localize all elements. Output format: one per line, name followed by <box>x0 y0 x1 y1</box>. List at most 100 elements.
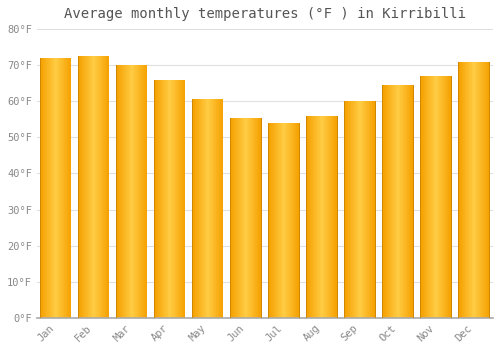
Bar <box>480 62 481 318</box>
Bar <box>56 58 58 318</box>
Bar <box>103 56 104 318</box>
Bar <box>79 56 80 318</box>
Bar <box>322 116 324 318</box>
Bar <box>60 58 62 318</box>
Bar <box>337 116 338 318</box>
Bar <box>131 65 132 318</box>
Bar <box>163 79 164 318</box>
Bar <box>128 65 130 318</box>
Bar <box>294 123 295 318</box>
Bar <box>127 65 128 318</box>
Bar <box>413 85 414 318</box>
Bar <box>429 76 430 318</box>
Bar <box>83 56 84 318</box>
Bar <box>181 79 182 318</box>
Bar <box>210 99 211 318</box>
Bar <box>58 58 59 318</box>
Bar <box>274 123 276 318</box>
Bar <box>421 76 422 318</box>
Bar <box>409 85 410 318</box>
Bar <box>239 118 240 318</box>
Bar <box>64 58 65 318</box>
Bar <box>98 56 100 318</box>
Bar <box>310 116 311 318</box>
Bar <box>52 58 54 318</box>
Bar <box>485 62 486 318</box>
Bar <box>329 116 330 318</box>
Bar <box>464 62 466 318</box>
Bar <box>466 62 467 318</box>
Bar <box>109 56 110 318</box>
Bar <box>154 79 155 318</box>
Bar <box>382 85 383 318</box>
Bar <box>252 118 253 318</box>
Bar <box>401 85 402 318</box>
Bar <box>444 76 446 318</box>
Bar <box>422 76 423 318</box>
Bar <box>291 123 292 318</box>
Bar <box>386 85 387 318</box>
Bar <box>269 123 270 318</box>
Bar <box>388 85 390 318</box>
Bar <box>55 58 56 318</box>
Bar <box>353 101 354 318</box>
Bar <box>360 101 361 318</box>
Bar <box>159 79 160 318</box>
Bar <box>196 99 197 318</box>
Bar <box>442 76 443 318</box>
Bar <box>147 65 148 318</box>
Bar <box>458 62 459 318</box>
Bar <box>101 56 102 318</box>
Bar <box>146 65 148 318</box>
Bar <box>200 99 201 318</box>
Bar <box>344 101 345 318</box>
Bar <box>312 116 314 318</box>
Bar <box>54 58 55 318</box>
Bar <box>174 79 176 318</box>
Bar <box>423 76 424 318</box>
Bar <box>467 62 468 318</box>
Bar <box>470 62 471 318</box>
Bar <box>261 118 262 318</box>
Bar <box>428 76 429 318</box>
Bar <box>290 123 291 318</box>
Bar <box>406 85 408 318</box>
Bar <box>446 76 447 318</box>
Bar <box>400 85 401 318</box>
Bar <box>162 79 163 318</box>
Bar <box>183 79 184 318</box>
Bar <box>216 99 218 318</box>
Bar <box>87 56 88 318</box>
Bar <box>84 56 86 318</box>
Bar <box>116 65 117 318</box>
Bar <box>308 116 310 318</box>
Bar <box>288 123 290 318</box>
Bar <box>420 76 421 318</box>
Bar <box>357 101 358 318</box>
Bar <box>387 85 388 318</box>
Bar <box>207 99 208 318</box>
Bar <box>373 101 374 318</box>
Bar <box>336 116 337 318</box>
Bar <box>168 79 169 318</box>
Bar <box>254 118 256 318</box>
Bar <box>125 65 126 318</box>
Bar <box>40 58 41 318</box>
Bar <box>212 99 214 318</box>
Bar <box>41 58 42 318</box>
Bar <box>155 79 156 318</box>
Bar <box>332 116 333 318</box>
Bar <box>48 58 49 318</box>
Bar <box>344 101 345 318</box>
Bar <box>348 101 349 318</box>
Bar <box>475 62 476 318</box>
Bar <box>62 58 63 318</box>
Bar <box>432 76 433 318</box>
Bar <box>220 99 221 318</box>
Bar <box>231 118 232 318</box>
Bar <box>46 58 47 318</box>
Bar <box>107 56 108 318</box>
Bar <box>198 99 200 318</box>
Bar <box>179 79 180 318</box>
Bar <box>383 85 384 318</box>
